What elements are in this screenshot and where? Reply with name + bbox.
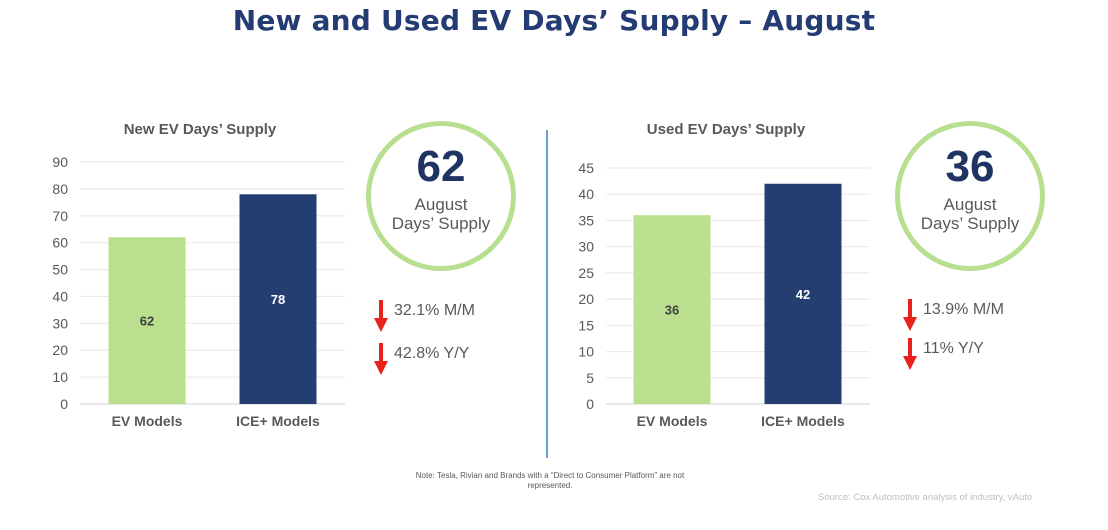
used-chart-title: Used EV Days’ Supply xyxy=(647,121,806,138)
new-y-tick-label: 20 xyxy=(52,342,68,358)
used-category-label: EV Models xyxy=(637,413,708,429)
used-y-tick-label: 5 xyxy=(586,370,594,386)
new-y-tick-label: 40 xyxy=(52,288,68,304)
panel-divider xyxy=(546,130,548,458)
used-data-label: 42 xyxy=(796,287,810,302)
down-arrow-icon xyxy=(374,343,388,375)
used-change-mm-text: 13.9% M/M xyxy=(923,301,1004,318)
used-change-mm: 13.9% M/M xyxy=(903,299,1004,331)
new-y-tick-label: 10 xyxy=(52,369,68,385)
used-y-tick-label: 30 xyxy=(578,239,594,255)
new-data-label: 62 xyxy=(140,314,154,329)
used-y-tick-label: 20 xyxy=(578,291,594,307)
used-y-tick-label: 10 xyxy=(578,344,594,360)
new-y-tick-label: 80 xyxy=(52,181,68,197)
new-change-mm-text: 32.1% M/M xyxy=(394,302,475,319)
used-supply-value: 36 xyxy=(945,142,995,191)
new-y-tick-label: 30 xyxy=(52,315,68,331)
used-bar-ev xyxy=(633,215,711,404)
new-category-label: EV Models xyxy=(112,413,183,429)
new-change-yy-text: 42.8% Y/Y xyxy=(394,345,470,362)
new-y-tick-label: 60 xyxy=(52,235,68,251)
used-data-label: 36 xyxy=(665,303,679,318)
new-y-tick-label: 90 xyxy=(52,154,68,170)
new-y-tick-label: 0 xyxy=(60,396,68,412)
used-y-tick-label: 0 xyxy=(586,396,594,412)
new-category-label: ICE+ Models xyxy=(236,413,320,429)
used-y-tick-label: 15 xyxy=(578,317,594,333)
down-arrow-icon xyxy=(374,300,388,332)
used-supply-circle: 36 August Days’ Supply xyxy=(895,121,1045,271)
new-change-mm: 32.1% M/M xyxy=(374,300,475,332)
used-change-yy-text: 11% Y/Y xyxy=(923,340,984,357)
ring-icon xyxy=(895,121,1045,271)
new-y-tick-label: 50 xyxy=(52,262,68,278)
new-supply-circle: 62 August Days’ Supply xyxy=(366,121,516,271)
used-category-label: ICE+ Models xyxy=(761,413,845,429)
footnote: Note: Tesla, Rivian and Brands with a “D… xyxy=(415,471,685,490)
new-supply-label-month: August xyxy=(414,195,468,214)
used-bar-ice xyxy=(764,183,842,404)
down-arrow-icon xyxy=(903,299,917,331)
used-supply-label-month: August xyxy=(943,195,997,214)
ring-icon xyxy=(366,121,516,271)
used-y-tick-label: 25 xyxy=(578,265,594,281)
new-supply-label-days: Days’ Supply xyxy=(391,214,491,233)
page-title: New and Used EV Days’ Supply – August xyxy=(232,4,876,37)
used-y-tick-label: 35 xyxy=(578,212,594,228)
new-bar-ice xyxy=(239,194,317,404)
new-supply-value: 62 xyxy=(416,142,466,191)
source-text: Source: Cox Automotive analysis of indus… xyxy=(818,492,1033,503)
new-chart-title: New EV Days’ Supply xyxy=(124,121,277,138)
new-data-label: 78 xyxy=(271,292,285,307)
new-change-yy: 42.8% Y/Y xyxy=(374,343,469,375)
used-y-tick-label: 45 xyxy=(578,160,594,176)
new-bar-ev xyxy=(108,237,186,404)
used-change-yy: 11% Y/Y xyxy=(903,338,984,370)
used-y-tick-label: 40 xyxy=(578,186,594,202)
new-y-tick-label: 70 xyxy=(52,208,68,224)
down-arrow-icon xyxy=(903,338,917,370)
used-supply-label-days: Days’ Supply xyxy=(920,214,1020,233)
